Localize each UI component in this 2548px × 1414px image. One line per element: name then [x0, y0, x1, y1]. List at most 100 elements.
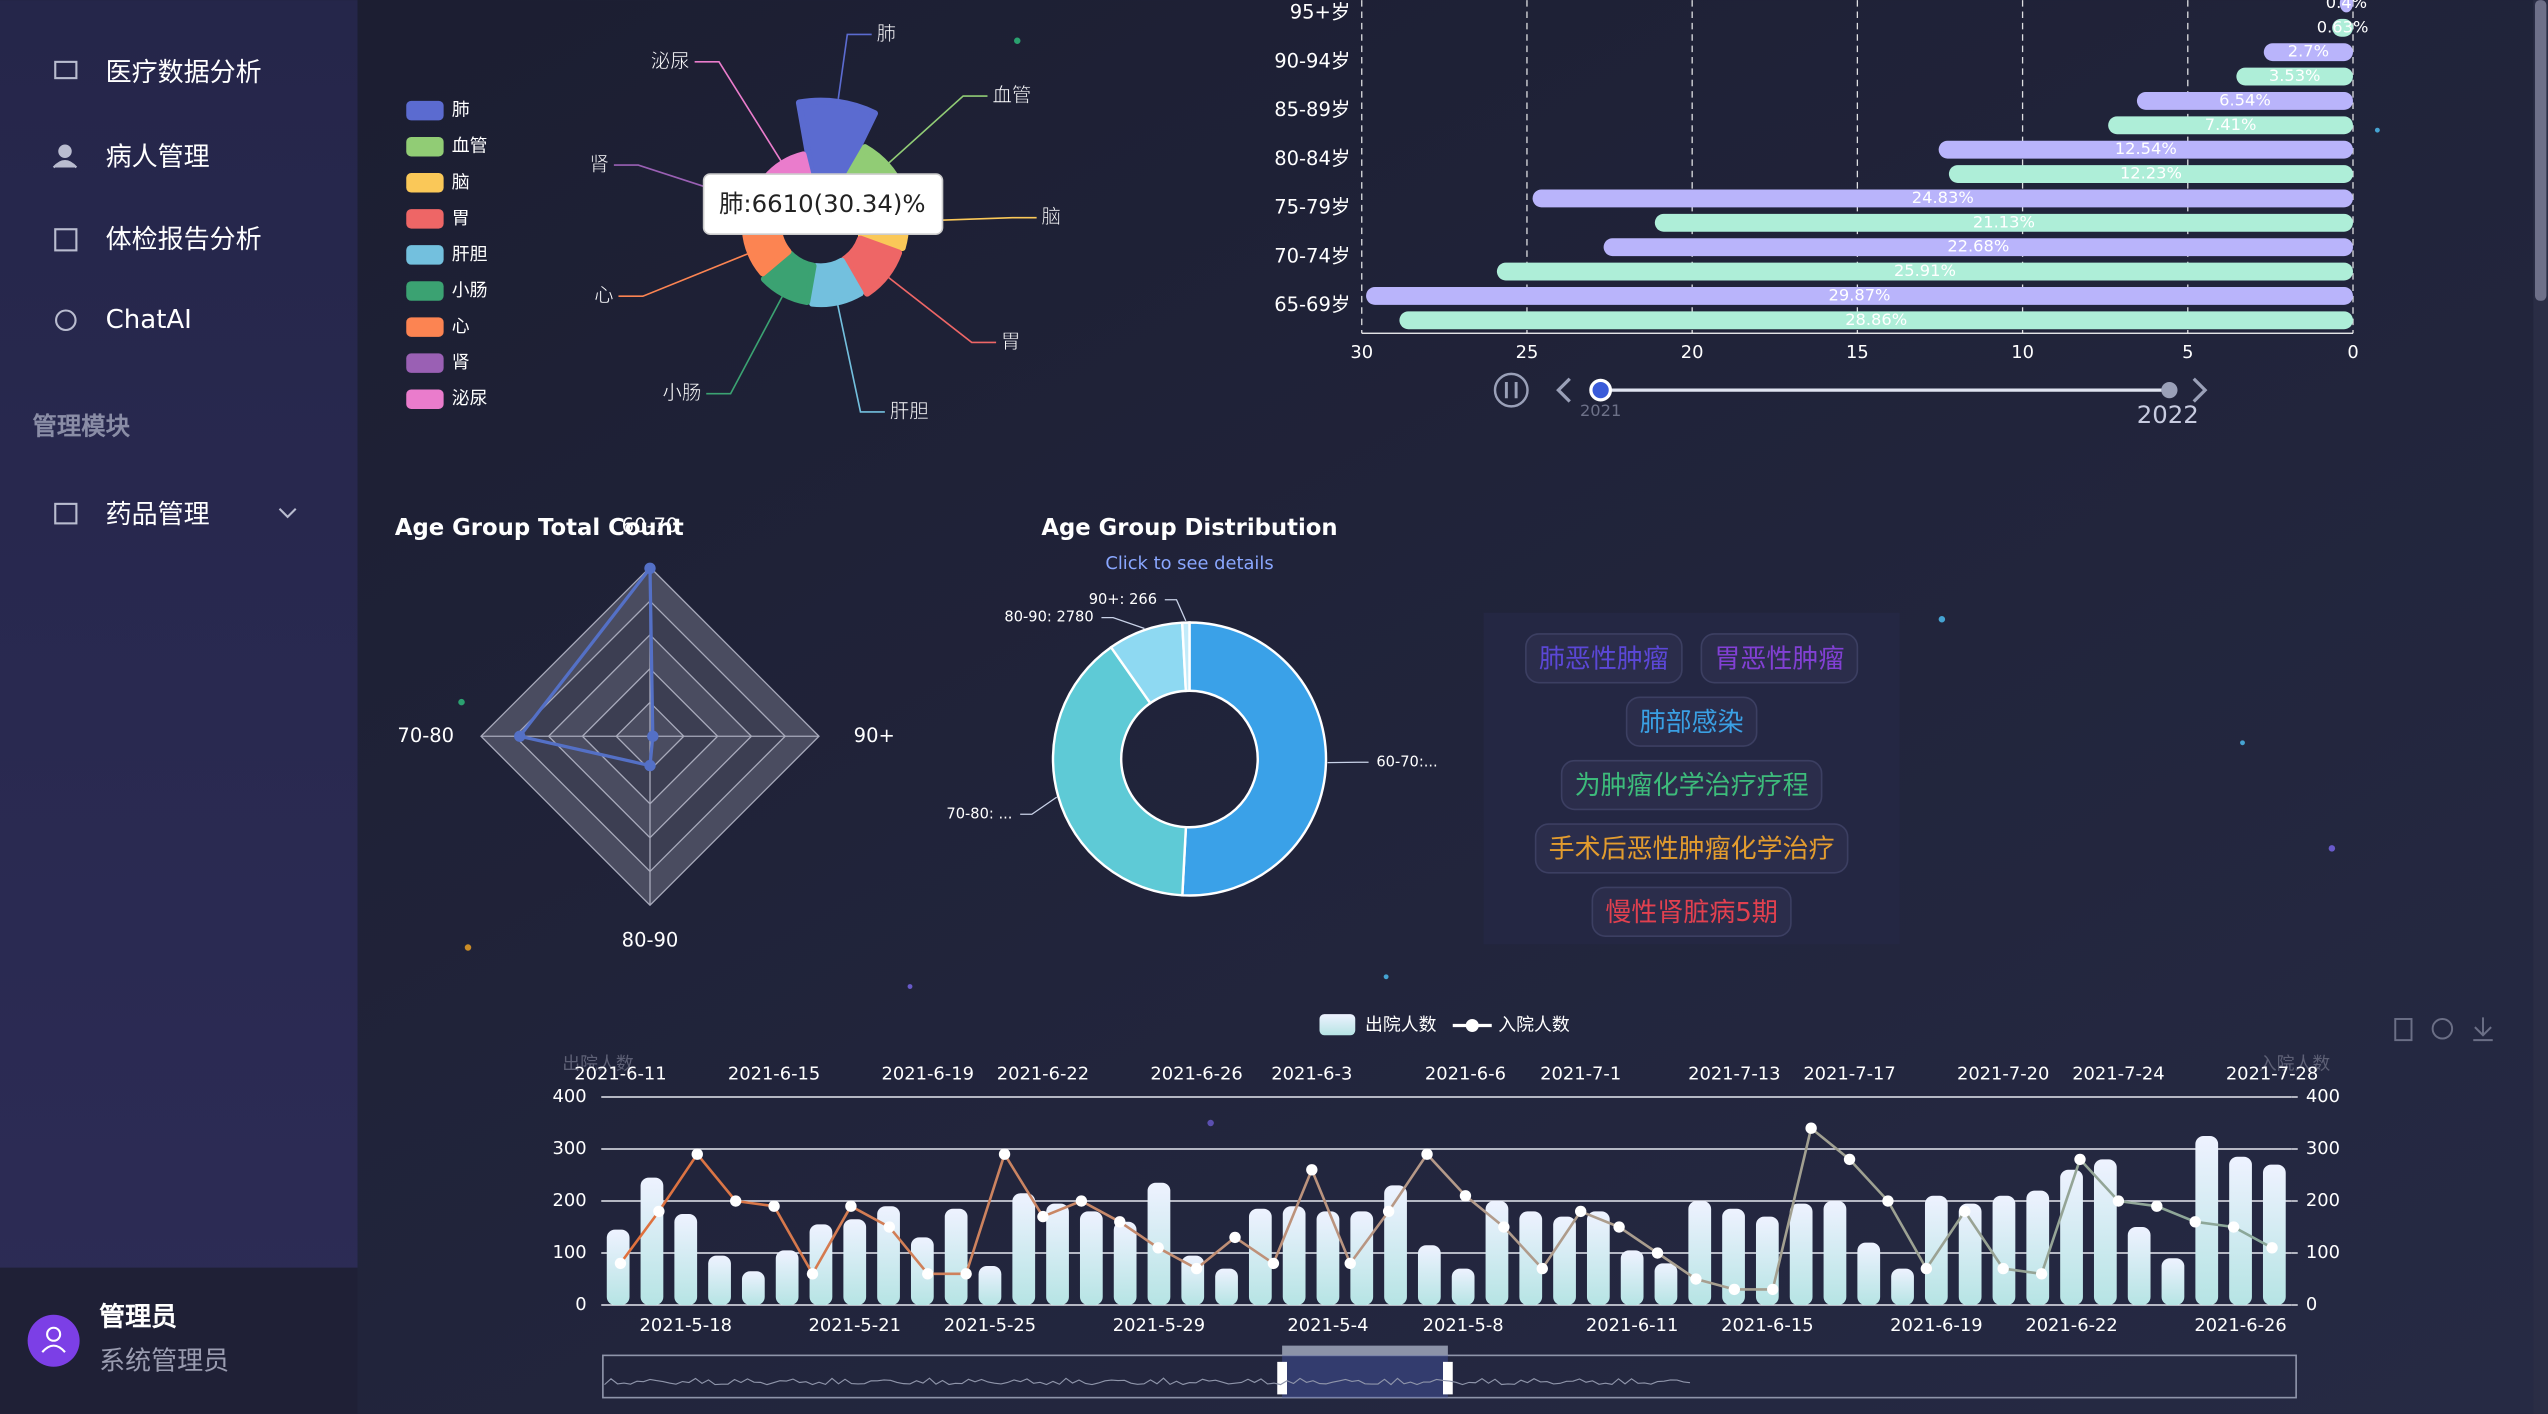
value-label: 25.91% [1894, 261, 1956, 280]
zoom-window[interactable] [1282, 1355, 1448, 1398]
bar [1891, 1268, 1914, 1305]
legend-swatch[interactable] [406, 209, 444, 229]
legend-label[interactable]: 肾 [452, 352, 470, 373]
legend-swatch[interactable] [406, 100, 444, 121]
label-line [1020, 796, 1058, 815]
prev-button[interactable] [1556, 377, 1571, 403]
play-button[interactable] [1493, 372, 1529, 408]
value-label: 0.63% [2317, 17, 2369, 36]
line-point [1767, 1283, 1779, 1296]
legend-label[interactable]: 心 [452, 316, 470, 337]
bar [2262, 1164, 2286, 1305]
radar-point [644, 562, 656, 574]
legend-label[interactable]: 血管 [452, 136, 488, 157]
scrollbar-thumb[interactable] [2535, 0, 2547, 301]
radar-indicator: 90+ [854, 724, 895, 747]
rose-label: 脑 [1042, 205, 1062, 228]
word-pill [1591, 886, 1792, 937]
line-point [729, 1195, 742, 1207]
legend-swatch[interactable] [406, 245, 444, 265]
rose-label: 心 [594, 284, 614, 307]
word[interactable]: 肺恶性肿瘤 [1539, 644, 1669, 674]
word[interactable]: 为肿瘤化学治疗疗程 [1575, 771, 1809, 801]
zoom-bar[interactable] [1282, 1345, 1448, 1356]
label-line [706, 296, 783, 395]
tool-save[interactable] [2473, 1017, 2493, 1042]
menu-item[interactable]: ChatAI [106, 305, 192, 335]
x2-tick-label: 2021-6-11 [574, 1063, 666, 1084]
line-point [1037, 1210, 1049, 1223]
icon [54, 228, 78, 252]
bar [1519, 1211, 1543, 1305]
menu-item[interactable]: 体检报告分析 [106, 225, 262, 255]
legend-label[interactable]: 小肠 [452, 280, 488, 301]
x2-tick-label: 2021-6-26 [1150, 1063, 1242, 1084]
legend-label[interactable]: 入院人数 [1498, 1015, 1570, 1036]
tooltip-text: 肺:6610(30.34)% [719, 189, 925, 218]
tool-restore[interactable] [2431, 1018, 2454, 1040]
word[interactable]: 肺部感染 [1640, 708, 1744, 738]
zoom-handle[interactable] [1443, 1361, 1453, 1395]
radar-indicator: 60-70 [622, 514, 679, 537]
next-button[interactable] [2192, 377, 2208, 403]
line-point [1574, 1205, 1587, 1218]
timeline-point[interactable] [2161, 382, 2178, 399]
legend-swatch[interactable] [1465, 1019, 1479, 1032]
line-point [1229, 1231, 1241, 1244]
legend-swatch[interactable] [406, 136, 444, 157]
x-tick-label: 2021-6-11 [1586, 1315, 1678, 1336]
legend-swatch[interactable] [406, 353, 444, 373]
line-point [1267, 1257, 1280, 1270]
legend-label[interactable]: 肺 [452, 100, 470, 121]
legend-label[interactable]: 胃 [452, 208, 470, 229]
y2-tick-label: 0 [2306, 1294, 2317, 1315]
legend-swatch[interactable] [1319, 1014, 1356, 1036]
line-point [1498, 1221, 1510, 1233]
bar [978, 1266, 1002, 1305]
timeline-label[interactable]: 2022 [2137, 400, 2199, 429]
word[interactable]: 慢性肾脏病5期 [1605, 898, 1778, 928]
donut-sector[interactable] [1181, 621, 1328, 897]
timeline-label[interactable]: 2021 [1580, 401, 1621, 420]
value-label: 7.41% [2205, 115, 2257, 134]
value-label: 24.83% [1912, 188, 1974, 207]
donut-sector[interactable] [1051, 645, 1188, 897]
line-point [1613, 1221, 1625, 1233]
tool-data-view[interactable] [2394, 1018, 2413, 1042]
legend-label[interactable]: 泌尿 [452, 388, 488, 409]
legend-swatch[interactable] [406, 317, 444, 337]
timeline-point[interactable] [1589, 378, 1612, 402]
scrollbar[interactable] [2533, 0, 2548, 1414]
word[interactable]: 手术后恶性肿瘤化学治疗 [1549, 835, 1835, 865]
bar [1823, 1201, 1847, 1305]
legend-label[interactable]: 肝胆 [452, 244, 488, 265]
legend-swatch[interactable] [406, 173, 444, 193]
bar [843, 1219, 867, 1305]
legend-swatch[interactable] [406, 389, 444, 409]
y-axis-name: 出院人数 [562, 1054, 634, 1075]
line [619, 1126, 2273, 1291]
toolbox [2394, 1017, 2493, 1042]
word-pill [1700, 633, 1859, 684]
y-tick-label: 95+岁 [1290, 1, 1351, 24]
rose-label: 小肠 [662, 381, 701, 404]
bar [1012, 1193, 1036, 1305]
menu-item[interactable]: 药品管理 [106, 500, 210, 530]
y-tick-label: 400 [553, 1086, 587, 1107]
menu-item[interactable]: 医疗数据分析 [106, 58, 262, 88]
donut-sector[interactable] [1180, 621, 1191, 693]
zoom-handle[interactable] [1277, 1361, 1287, 1395]
bar [2060, 1169, 2083, 1305]
legend-label[interactable]: 脑 [452, 172, 470, 193]
legend-swatch[interactable] [406, 281, 444, 301]
word[interactable]: 胃恶性肿瘤 [1714, 644, 1844, 674]
chart-subtitle[interactable]: Click to see details [1105, 553, 1273, 574]
line-point [1651, 1247, 1664, 1259]
data-zoom [602, 1345, 2297, 1399]
bar [1399, 311, 2353, 330]
menu-item[interactable]: 病人管理 [106, 142, 210, 172]
radar-indicator: 80-90 [622, 929, 679, 952]
x2-tick-label: 2021-7-17 [1803, 1063, 1895, 1084]
legend-label[interactable]: 出院人数 [1365, 1015, 1437, 1036]
rose-label: 肺 [877, 22, 897, 45]
